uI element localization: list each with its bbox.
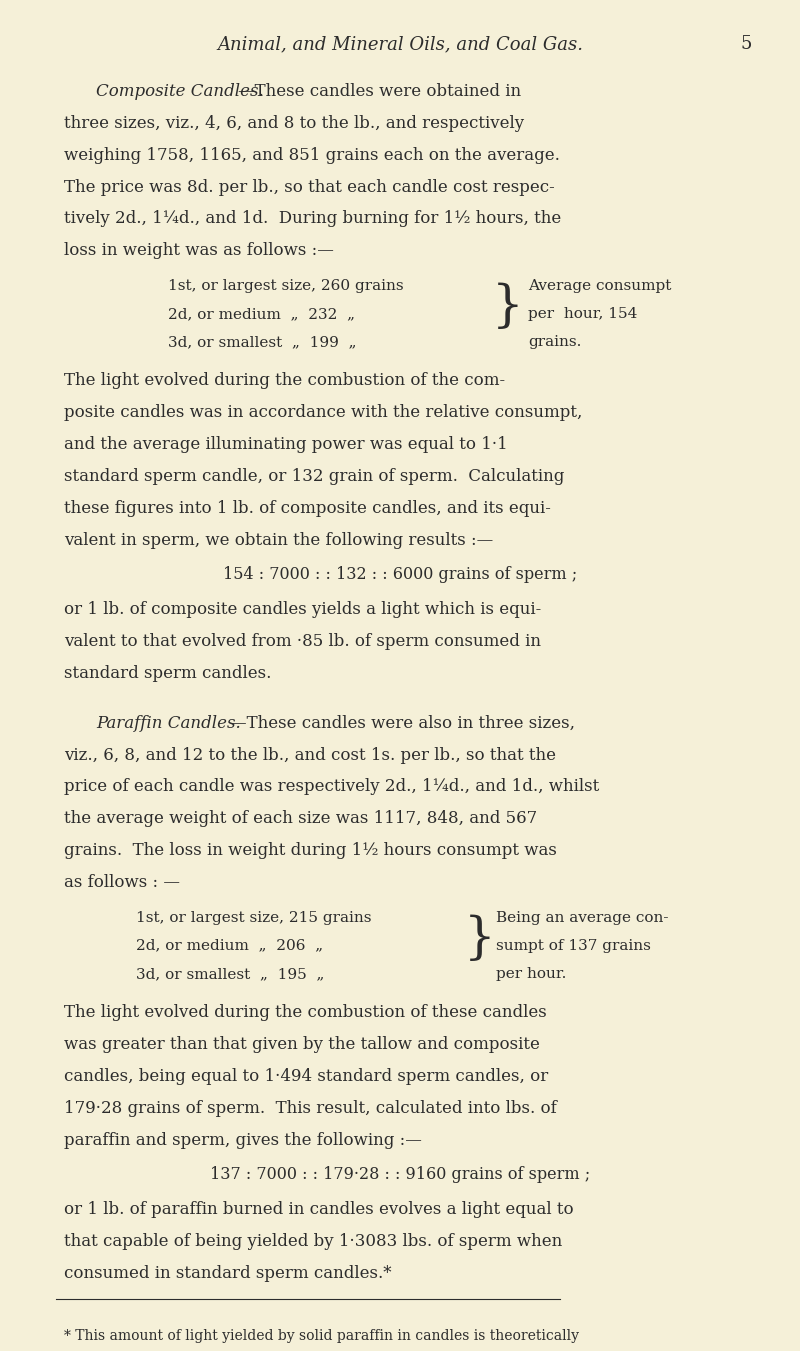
Text: grains.: grains. (528, 335, 582, 349)
Text: tively 2d., 1¼d., and 1d.  During burning for 1½ hours, the: tively 2d., 1¼d., and 1d. During burning… (64, 211, 562, 227)
Text: standard sperm candles.: standard sperm candles. (64, 665, 271, 682)
Text: Paraffin Candles.: Paraffin Candles. (96, 715, 241, 732)
Text: 5: 5 (741, 35, 752, 53)
Text: Composite Candles.: Composite Candles. (96, 82, 264, 100)
Text: The light evolved during the combustion of the com-: The light evolved during the combustion … (64, 373, 505, 389)
Text: 2d, or medium  „  206  „: 2d, or medium „ 206 „ (136, 939, 323, 952)
Text: price of each candle was respectively 2d., 1¼d., and 1d., whilst: price of each candle was respectively 2d… (64, 778, 599, 796)
Text: or 1 lb. of composite candles yields a light which is equi-: or 1 lb. of composite candles yields a l… (64, 601, 542, 617)
Text: Being an average con-: Being an average con- (496, 911, 669, 924)
Text: 3d, or smallest  „  199  „: 3d, or smallest „ 199 „ (168, 335, 357, 349)
Text: these figures into 1 lb. of composite candles, and its equi-: these figures into 1 lb. of composite ca… (64, 500, 551, 517)
Text: }: } (464, 915, 496, 963)
Text: * This amount of light yielded by solid paraffin in candles is theoretically: * This amount of light yielded by solid … (64, 1329, 579, 1343)
Text: or 1 lb. of paraffin burned in candles evolves a light equal to: or 1 lb. of paraffin burned in candles e… (64, 1201, 574, 1219)
Text: Animal, and Mineral Oils, and Coal Gas.: Animal, and Mineral Oils, and Coal Gas. (217, 35, 583, 53)
Text: weighing 1758, 1165, and 851 grains each on the average.: weighing 1758, 1165, and 851 grains each… (64, 147, 560, 163)
Text: per  hour, 154: per hour, 154 (528, 307, 638, 322)
Text: viz., 6, 8, and 12 to the lb., and cost 1s. per lb., so that the: viz., 6, 8, and 12 to the lb., and cost … (64, 747, 556, 763)
Text: sumpt of 137 grains: sumpt of 137 grains (496, 939, 651, 952)
Text: 1st, or largest size, 260 grains: 1st, or largest size, 260 grains (168, 278, 404, 293)
Text: 137 : 7000 : : 179·28 : : 9160 grains of sperm ;: 137 : 7000 : : 179·28 : : 9160 grains of… (210, 1166, 590, 1183)
Text: was greater than that given by the tallow and composite: was greater than that given by the tallo… (64, 1036, 540, 1052)
Text: candles, being equal to 1·494 standard sperm candles, or: candles, being equal to 1·494 standard s… (64, 1069, 548, 1085)
Text: and the average illuminating power was equal to 1·1: and the average illuminating power was e… (64, 436, 508, 453)
Text: 2d, or medium  „  232  „: 2d, or medium „ 232 „ (168, 307, 355, 322)
Text: three sizes, viz., 4, 6, and 8 to the lb., and respectively: three sizes, viz., 4, 6, and 8 to the lb… (64, 115, 524, 132)
Text: }: } (492, 282, 524, 332)
Text: The light evolved during the combustion of these candles: The light evolved during the combustion … (64, 1004, 546, 1021)
Text: that capable of being yielded by 1·3083 lbs. of sperm when: that capable of being yielded by 1·3083 … (64, 1233, 562, 1250)
Text: standard sperm candle, or 132 grain of sperm.  Calculating: standard sperm candle, or 132 grain of s… (64, 467, 564, 485)
Text: 1st, or largest size, 215 grains: 1st, or largest size, 215 grains (136, 911, 371, 924)
Text: paraffin and sperm, gives the following :—: paraffin and sperm, gives the following … (64, 1132, 422, 1148)
Text: 154 : 7000 : : 132 : : 6000 grains of sperm ;: 154 : 7000 : : 132 : : 6000 grains of sp… (223, 566, 577, 582)
Text: per hour.: per hour. (496, 967, 566, 981)
Text: —These candles were also in three sizes,: —These candles were also in three sizes, (230, 715, 575, 732)
Text: as follows : —: as follows : — (64, 874, 180, 892)
Text: consumed in standard sperm candles.*: consumed in standard sperm candles.* (64, 1265, 391, 1282)
Text: loss in weight was as follows :—: loss in weight was as follows :— (64, 242, 334, 259)
Text: Average consumpt: Average consumpt (528, 278, 671, 293)
Text: 179·28 grains of sperm.  This result, calculated into lbs. of: 179·28 grains of sperm. This result, cal… (64, 1100, 557, 1117)
Text: valent to that evolved from ·85 lb. of sperm consumed in: valent to that evolved from ·85 lb. of s… (64, 632, 541, 650)
Text: grains.  The loss in weight during 1½ hours consumpt was: grains. The loss in weight during 1½ hou… (64, 842, 557, 859)
Text: valent in sperm, we obtain the following results :—: valent in sperm, we obtain the following… (64, 532, 494, 549)
Text: the average weight of each size was 1117, 848, and 567: the average weight of each size was 1117… (64, 811, 538, 827)
Text: The price was 8d. per lb., so that each candle cost respec-: The price was 8d. per lb., so that each … (64, 178, 554, 196)
Text: posite candles was in accordance with the relative consumpt,: posite candles was in accordance with th… (64, 404, 582, 422)
Text: 3d, or smallest  „  195  „: 3d, or smallest „ 195 „ (136, 967, 324, 981)
Text: —These candles were obtained in: —These candles were obtained in (238, 82, 522, 100)
